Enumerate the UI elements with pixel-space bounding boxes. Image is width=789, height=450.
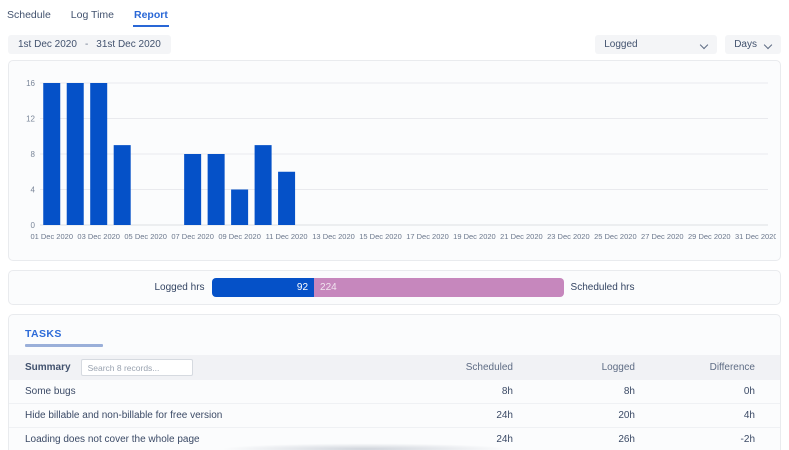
svg-text:31 Dec 2020: 31 Dec 2020: [735, 232, 776, 241]
svg-text:0: 0: [31, 221, 36, 230]
task-scheduled-cell: 24h: [393, 403, 513, 428]
task-summary-cell: Some bugs: [9, 380, 393, 404]
scheduled-column-header: Scheduled: [393, 355, 513, 380]
svg-text:8: 8: [31, 150, 36, 159]
tab-report[interactable]: Report: [133, 6, 169, 27]
tasks-table: Summary Scheduled Logged Difference Some…: [9, 355, 780, 450]
svg-text:12: 12: [26, 114, 35, 123]
tab-log-time[interactable]: Log Time: [70, 9, 114, 21]
task-difference-cell: 4h: [635, 403, 780, 428]
unit-dropdown[interactable]: Days: [725, 35, 781, 54]
search-records-input[interactable]: [80, 359, 193, 376]
svg-text:29 Dec 2020: 29 Dec 2020: [688, 232, 731, 241]
task-logged-cell: 26h: [513, 427, 635, 450]
task-summary-cell: Hide billable and non-billable for free …: [9, 403, 393, 428]
logged-vs-scheduled-card: Logged hrs 92 224 Scheduled hrs: [8, 270, 781, 305]
unit-dropdown-value: Days: [734, 39, 757, 50]
metric-dropdown-value: Logged: [604, 39, 638, 50]
scheduled-hrs-label: Scheduled hrs: [570, 282, 635, 293]
top-tab-bar: Schedule Log Time Report: [0, 0, 789, 27]
svg-text:23 Dec 2020: 23 Dec 2020: [547, 232, 590, 241]
svg-text:16: 16: [26, 79, 35, 88]
chevron-down-icon: [701, 41, 708, 48]
hours-progress-bar: 92 224: [211, 278, 564, 297]
difference-column-header: Difference: [635, 355, 780, 380]
task-difference-cell: -2h: [635, 427, 780, 450]
tasks-card: TASKS Summary Scheduled Logged Differenc…: [8, 314, 781, 450]
svg-text:15 Dec 2020: 15 Dec 2020: [359, 232, 402, 241]
filter-row: 1st Dec 2020 - 31st Dec 2020 Logged Days: [0, 27, 789, 60]
metric-dropdown[interactable]: Logged: [595, 35, 718, 54]
svg-text:01 Dec 2020: 01 Dec 2020: [30, 232, 73, 241]
svg-text:17 Dec 2020: 17 Dec 2020: [406, 232, 449, 241]
task-logged-cell: 8h: [513, 380, 635, 404]
task-scheduled-cell: 8h: [393, 380, 513, 404]
tasks-tab-underline: [25, 344, 103, 347]
svg-text:11 Dec 2020: 11 Dec 2020: [266, 232, 308, 241]
svg-text:27 Dec 2020: 27 Dec 2020: [641, 232, 684, 241]
task-difference-cell: 0h: [635, 380, 780, 404]
logged-hrs-label: Logged hrs: [154, 282, 205, 293]
date-range-picker[interactable]: 1st Dec 2020 - 31st Dec 2020: [8, 35, 171, 54]
svg-text:21 Dec 2020: 21 Dec 2020: [500, 232, 543, 241]
svg-text:25 Dec 2020: 25 Dec 2020: [594, 232, 637, 241]
date-separator: -: [84, 39, 89, 50]
scheduled-hours-segment: 224: [314, 278, 564, 297]
tasks-section-label: TASKS: [25, 328, 62, 340]
date-to[interactable]: 31st Dec 2020: [96, 39, 161, 50]
logged-hours-bar-chart: 0 4 8 12 16 01 Dec 2020 03 Dec 2020 05 Dec 2020…: [26, 79, 776, 241]
svg-text:03 Dec 2020: 03 Dec 2020: [77, 232, 120, 241]
logged-hours-segment: 92: [211, 278, 315, 297]
summary-column-header: Summary: [25, 362, 71, 373]
table-row[interactable]: Hide billable and non-billable for free …: [9, 403, 780, 428]
svg-text:09 Dec 2020: 09 Dec 2020: [218, 232, 261, 241]
task-scheduled-cell: 24h: [393, 427, 513, 450]
table-row[interactable]: Loading does not cover the whole page 24h…: [9, 427, 780, 450]
table-row[interactable]: Some bugs 8h 8h 0h: [9, 380, 780, 404]
svg-text:07 Dec 2020: 07 Dec 2020: [171, 232, 214, 241]
tasks-section-tab[interactable]: TASKS: [25, 328, 103, 347]
chevron-down-icon: [765, 41, 772, 48]
svg-text:19 Dec 2020: 19 Dec 2020: [453, 232, 496, 241]
tasks-table-header: Summary Scheduled Logged Difference: [9, 355, 780, 380]
logged-hours-chart-card: 0 4 8 12 16 01 Dec 2020 03 Dec 2020 05 Dec 2020…: [8, 60, 781, 261]
task-summary-cell: Loading does not cover the whole page: [9, 427, 393, 450]
logged-hours-value: 92: [296, 282, 309, 293]
task-logged-cell: 20h: [513, 403, 635, 428]
tab-schedule[interactable]: Schedule: [7, 9, 51, 21]
date-from[interactable]: 1st Dec 2020: [18, 39, 77, 50]
logged-column-header: Logged: [513, 355, 635, 380]
chart-filters: Logged Days: [595, 35, 781, 54]
svg-text:13 Dec 2020: 13 Dec 2020: [312, 232, 355, 241]
svg-text:05 Dec 2020: 05 Dec 2020: [124, 232, 167, 241]
scheduled-hours-value: 224: [320, 282, 337, 293]
svg-text:4: 4: [31, 185, 36, 194]
